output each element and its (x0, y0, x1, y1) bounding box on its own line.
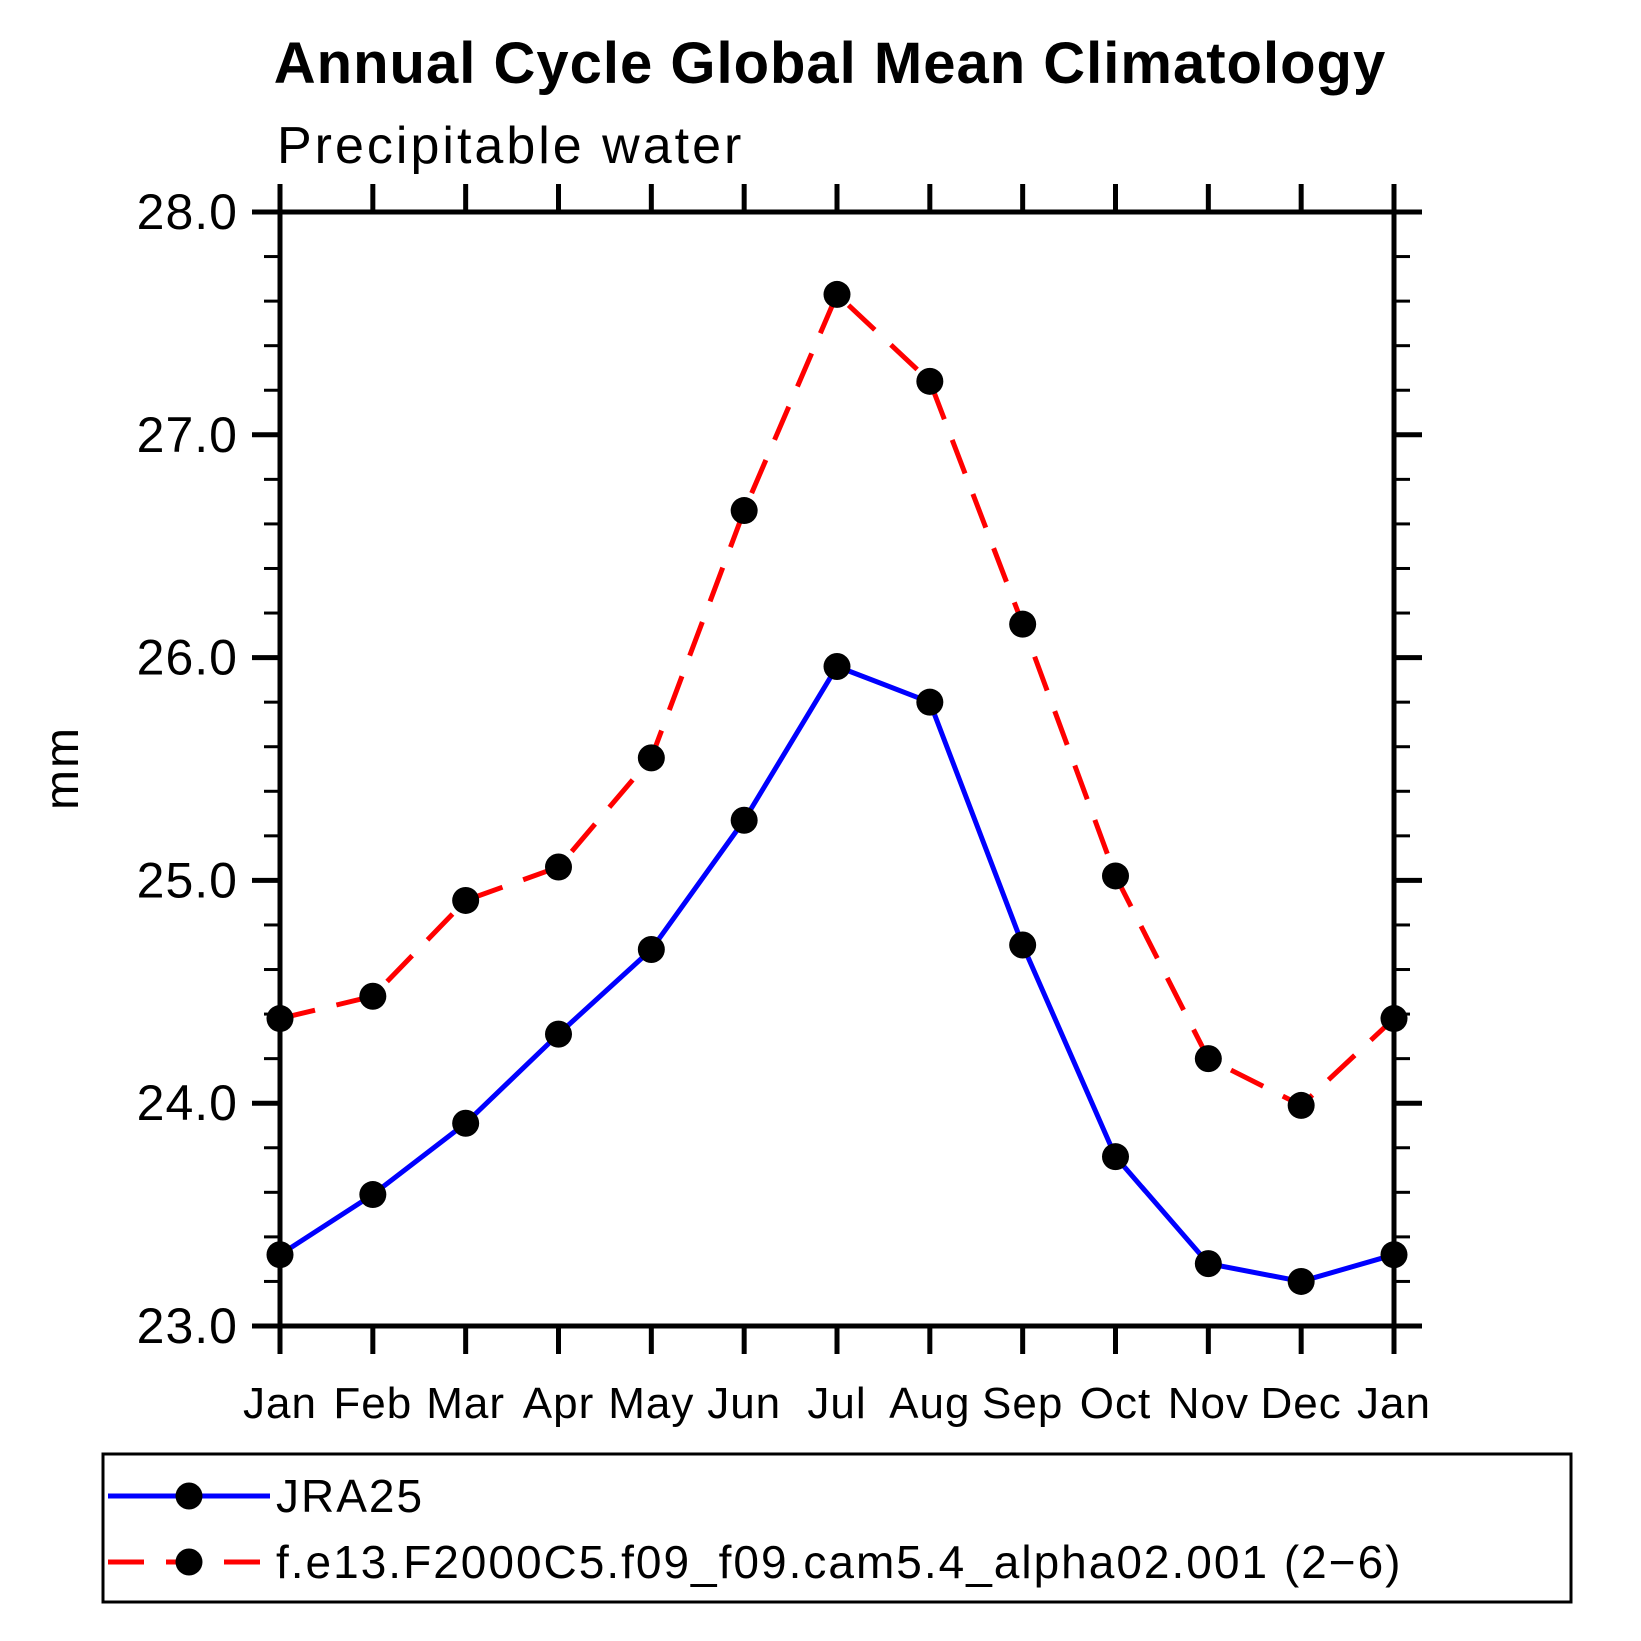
chart-subtitle: Precipitable water (277, 117, 744, 175)
data-point-marker-model-8 (1009, 610, 1037, 638)
data-point-marker-model-7 (916, 367, 944, 395)
x-tick-label: Aug (889, 1379, 970, 1428)
y-tick-label: 25.0 (137, 852, 238, 908)
y-tick-label: 26.0 (137, 630, 238, 686)
data-point-marker-jra25-6 (823, 653, 851, 681)
x-tick-label: Jun (707, 1379, 781, 1428)
series-line-model (279, 291, 1396, 1108)
x-tick-label: Jan (1357, 1379, 1431, 1428)
data-point-marker-jra25-4 (637, 935, 665, 963)
legend-label-jra25: JRA25 (276, 1470, 424, 1522)
x-tick-label: Jan (243, 1379, 317, 1428)
y-tick-label: 28.0 (137, 184, 238, 240)
data-point-marker-jra25-8 (1009, 931, 1037, 959)
data-point-marker-model-10 (1194, 1045, 1222, 1073)
data-point-marker-model-5 (730, 497, 758, 525)
data-point-marker-model-9 (1102, 862, 1129, 890)
x-tick-label: Feb (333, 1379, 412, 1428)
x-tick-label: Apr (523, 1379, 594, 1428)
legend-label-model: f.e13.F2000C5.f09_f09.cam5.4_alpha02.001… (276, 1536, 1402, 1588)
x-tick-label: Nov (1168, 1379, 1249, 1428)
y-tick-label: 27.0 (137, 407, 238, 463)
data-point-marker-model-3 (545, 853, 572, 881)
data-point-marker-jra25-9 (1102, 1143, 1129, 1171)
legend-box (101, 1452, 1573, 1604)
x-tick-label: Jul (807, 1379, 866, 1428)
data-point-marker-jra25-1 (359, 1181, 387, 1209)
data-point-marker-model-4 (637, 744, 665, 772)
data-point-marker-jra25-3 (545, 1020, 572, 1048)
chart-title: Annual Cycle Global Mean Climatology (274, 31, 1386, 96)
data-point-marker-jra25-2 (452, 1109, 480, 1137)
legend-marker-icon (175, 1482, 203, 1510)
y-tick-label: 23.0 (137, 1298, 238, 1354)
data-point-marker-jra25-11 (1287, 1267, 1315, 1295)
legend: JRA25 f.e13.F2000C5.f09_f09.cam5.4_alpha… (101, 1452, 1573, 1604)
x-tick-label: Dec (1261, 1379, 1342, 1428)
data-point-marker-model-11 (1287, 1091, 1315, 1119)
x-tick-label: Mar (426, 1379, 505, 1428)
data-point-marker-model-2 (452, 886, 480, 914)
data-point-marker-model-1 (359, 982, 387, 1010)
data-point-marker-jra25-7 (916, 688, 944, 716)
x-tick-label: Oct (1080, 1379, 1151, 1428)
data-point-marker-model-6 (823, 280, 851, 308)
data-point-marker-jra25-10 (1194, 1250, 1222, 1278)
y-tick-label: 24.0 (137, 1075, 238, 1131)
plot-area: 23.0 24.0 25.0 26.0 27.0 28.0 Jan Feb Mar Apr May J… (137, 184, 1431, 1428)
y-axis-unit-label: mm (36, 726, 89, 810)
x-tick-label: Sep (982, 1379, 1063, 1428)
legend-marker-icon (175, 1548, 203, 1576)
data-point-marker-jra25-5 (730, 806, 758, 834)
series-line-jra25 (278, 664, 1395, 1284)
x-tick-label: May (608, 1379, 694, 1428)
